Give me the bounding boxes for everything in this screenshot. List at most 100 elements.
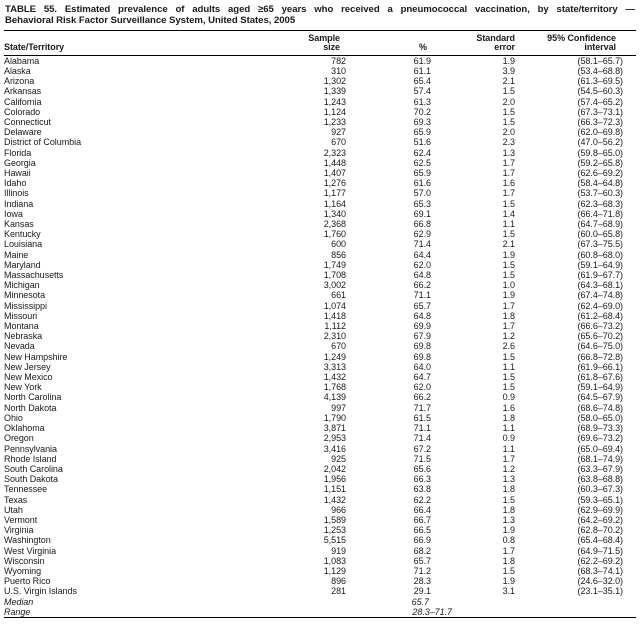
table-row: Massachusetts 1,708 64.8 1.5 (61.9–67.7) bbox=[4, 270, 636, 280]
state-cell: North Dakota bbox=[4, 402, 57, 413]
state-cell: Ohio bbox=[4, 412, 23, 423]
confidence-interval-cell: (24.6–32.0) bbox=[577, 576, 624, 587]
confidence-interval-cell: (62.4–69.0) bbox=[577, 300, 624, 311]
standard-error-cell: 1.7 bbox=[502, 188, 515, 199]
standard-error-cell: 3.1 bbox=[502, 586, 515, 597]
state-cell: Indiana bbox=[4, 198, 34, 209]
state-cell: Missouri bbox=[4, 310, 38, 321]
confidence-interval-cell: (64.9–71.5) bbox=[577, 545, 624, 556]
sample-size-cell: 1,112 bbox=[324, 321, 346, 332]
table-row: Idaho 1,276 61.6 1.6 (58.4–64.8) bbox=[4, 178, 636, 188]
sample-size-cell: 2,953 bbox=[323, 433, 346, 444]
percent-cell: 65.7 bbox=[348, 597, 433, 607]
sample-size-cell: 1,243 bbox=[323, 96, 346, 107]
standard-error-cell: 1.3 bbox=[502, 514, 515, 525]
state-cell: Virginia bbox=[4, 525, 34, 536]
percent-cell: 66.8 bbox=[413, 219, 431, 230]
percent-cell: 66.7 bbox=[413, 514, 431, 525]
percent-cell: 62.4 bbox=[413, 147, 431, 158]
standard-error-cell: 0.8 bbox=[502, 535, 515, 546]
percent-cell: 71.1 bbox=[413, 423, 431, 434]
table-body: Alabama 782 61.9 1.9 (58.1–65.7) Alaska 310 61.… bbox=[4, 55, 636, 618]
state-cell: Minnesota bbox=[4, 290, 46, 301]
standard-error-cell: 1.5 bbox=[502, 259, 515, 270]
sample-size-cell: 5,515 bbox=[323, 535, 346, 546]
table-row: Wisconsin 1,083 65.7 1.8 (62.2–69.2) bbox=[4, 556, 636, 566]
state-cell: New Jersey bbox=[4, 361, 51, 372]
sample-size-cell: 1,276 bbox=[323, 178, 346, 189]
percent-cell: 66.4 bbox=[413, 504, 431, 515]
table-row: Colorado 1,124 70.2 1.5 (67.3–73.1) bbox=[4, 107, 636, 117]
confidence-interval-cell: (67.3–75.5) bbox=[577, 239, 624, 250]
state-cell: Nebraska bbox=[4, 331, 43, 342]
percent-cell: 65.7 bbox=[413, 300, 431, 311]
sample-size-cell: 1,177 bbox=[323, 188, 346, 199]
percent-cell: 65.9 bbox=[413, 127, 431, 138]
sample-size-cell: 310 bbox=[331, 65, 346, 76]
column-header-percent: % bbox=[419, 42, 427, 53]
standard-error-cell: 3.9 bbox=[502, 65, 515, 76]
sample-size-cell: 1,432 bbox=[323, 494, 346, 505]
table-row: South Carolina 2,042 65.6 1.2 (63.3–67.9) bbox=[4, 464, 636, 474]
standard-error-cell: 1.6 bbox=[502, 178, 515, 189]
table-title-line1: TABLE 55. Estimated prevalence of adults… bbox=[5, 4, 635, 15]
standard-error-cell: 1.7 bbox=[502, 453, 515, 464]
state-cell: Colorado bbox=[4, 106, 41, 117]
state-cell: Maine bbox=[4, 249, 29, 260]
table-row: New Hampshire 1,249 69.8 1.5 (66.8–72.8) bbox=[4, 352, 636, 362]
sample-size-cell: 670 bbox=[331, 341, 346, 352]
state-cell: Delaware bbox=[4, 127, 42, 138]
sample-size-cell: 1,589 bbox=[323, 514, 346, 525]
standard-error-cell: 1.9 bbox=[502, 576, 515, 587]
table-row: Arkansas 1,339 57.4 1.5 (54.5–60.3) bbox=[4, 86, 636, 96]
table-row: Florida 2,323 62.4 1.3 (59.8–65.0) bbox=[4, 148, 636, 158]
state-cell: Utah bbox=[4, 504, 23, 515]
sample-size-cell bbox=[296, 597, 348, 607]
sample-size-cell: 1,302 bbox=[323, 76, 346, 87]
table-row: District of Columbia 670 51.6 2.3 (47.0–56.2… bbox=[4, 137, 636, 147]
sample-size-cell: 1,151 bbox=[323, 484, 346, 495]
percent-cell: 66.2 bbox=[413, 392, 431, 403]
state-cell: Florida bbox=[4, 147, 32, 158]
table-row: Vermont 1,589 66.7 1.3 (64.2–69.2) bbox=[4, 515, 636, 525]
confidence-interval-cell: (59.2–65.8) bbox=[577, 157, 624, 168]
state-cell: South Carolina bbox=[4, 463, 63, 474]
state-cell: Kentucky bbox=[4, 229, 41, 240]
standard-error-cell: 1.1 bbox=[502, 423, 515, 434]
table-row: West Virginia 919 68.2 1.7 (64.9–71.5) bbox=[4, 546, 636, 556]
table-row: Hawaii 1,407 65.9 1.7 (62.6–69.2) bbox=[4, 168, 636, 178]
percent-cell: 61.1 bbox=[413, 65, 431, 76]
standard-error-cell: 1.8 bbox=[502, 555, 515, 566]
sample-size-cell: 4,139 bbox=[323, 392, 346, 403]
sample-size-cell: 1,956 bbox=[323, 474, 346, 485]
table-row: Maryland 1,749 62.0 1.5 (59.1–64.9) bbox=[4, 260, 636, 270]
confidence-interval-cell: (61.8–67.6) bbox=[577, 372, 624, 383]
sample-size-cell: 661 bbox=[331, 290, 346, 301]
standard-error-cell: 1.9 bbox=[502, 249, 515, 260]
sample-size-cell: 1,407 bbox=[323, 168, 346, 179]
percent-cell: 63.8 bbox=[413, 484, 431, 495]
sample-size-cell: 966 bbox=[331, 504, 346, 515]
table-row: California 1,243 61.3 2.0 (57.4–65.2) bbox=[4, 97, 636, 107]
sample-size-cell: 1,340 bbox=[323, 208, 346, 219]
confidence-interval-cell: (63.3–67.9) bbox=[577, 463, 624, 474]
standard-error-cell: 2.0 bbox=[502, 127, 515, 138]
column-header-sample-size: Sample size bbox=[296, 31, 348, 56]
sample-size-cell: 3,313 bbox=[323, 361, 346, 372]
table-row: Louisiana 600 71.4 2.1 (67.3–75.5) bbox=[4, 239, 636, 249]
table-row: Maine 856 64.4 1.9 (60.8–68.0) bbox=[4, 250, 636, 260]
prevalence-table: State/Territory Sample size % Standard e… bbox=[4, 31, 636, 618]
state-cell: Oregon bbox=[4, 433, 34, 444]
table-row: Iowa 1,340 69.1 1.4 (66.4–71.8) bbox=[4, 209, 636, 219]
sample-size-cell: 1,339 bbox=[323, 86, 346, 97]
summary-row-range: Range 28.3–71.7 bbox=[4, 607, 636, 618]
standard-error-cell: 1.9 bbox=[502, 290, 515, 301]
table-row: North Carolina 4,139 66.2 0.9 (64.5–67.9) bbox=[4, 392, 636, 402]
state-cell: Puerto Rico bbox=[4, 576, 51, 587]
confidence-interval-cell: (65.4–68.4) bbox=[577, 535, 624, 546]
standard-error-cell: 1.2 bbox=[502, 463, 515, 474]
confidence-interval-cell: (68.9–73.3) bbox=[577, 423, 624, 434]
standard-error-cell: 1.6 bbox=[502, 402, 515, 413]
confidence-interval-cell: (62.0–69.8) bbox=[577, 127, 624, 138]
